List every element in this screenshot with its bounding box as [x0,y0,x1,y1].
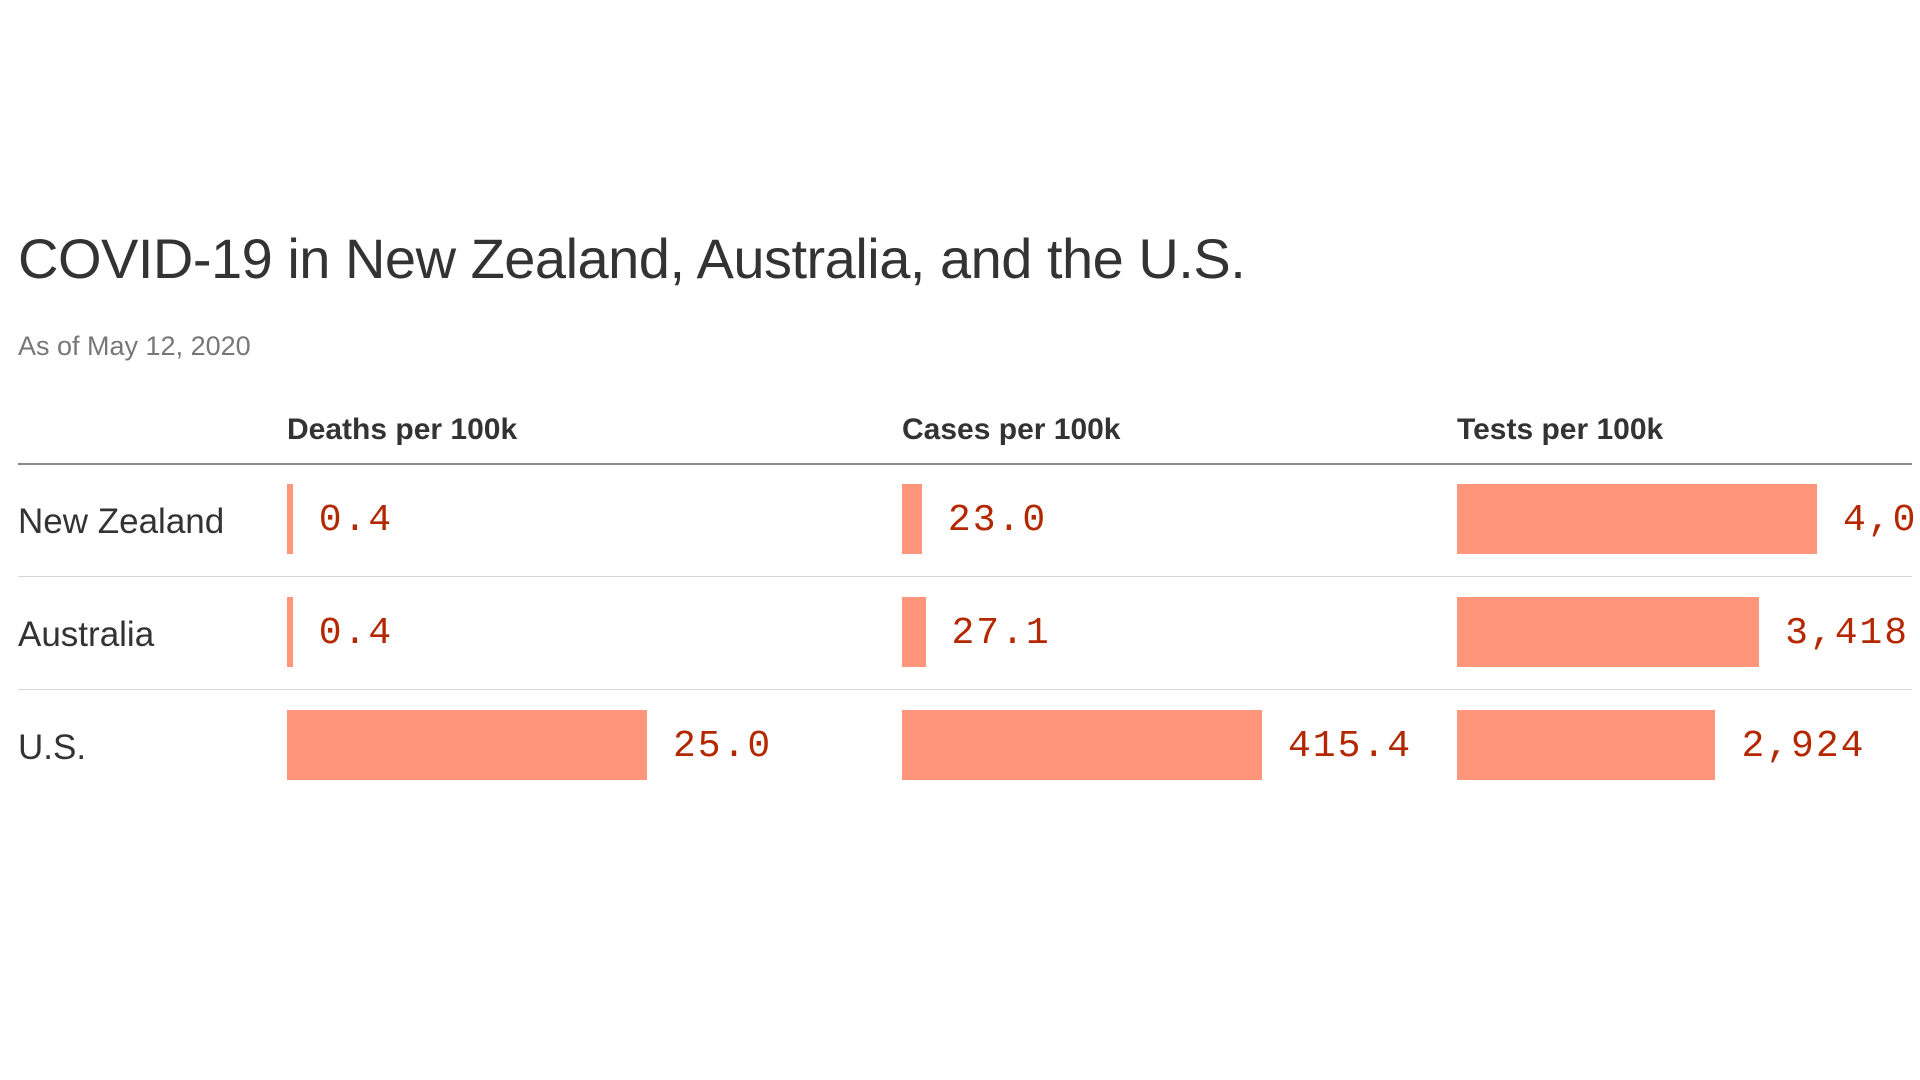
bar [902,710,1262,780]
column-header: Deaths per 100k [287,413,518,446]
data-label: 0.4 [318,499,394,542]
header-rule [18,463,1912,465]
data-label: 23.0 [947,499,1048,542]
bar [1457,597,1760,667]
data-label: 2,924 [1741,725,1866,768]
row-label: New Zealand [18,501,225,541]
bar [902,484,922,554]
column-header: Tests per 100k [1457,413,1664,446]
row-divider [18,576,1912,577]
data-label: 25.0 [673,725,773,768]
row-label: U.S. [18,727,87,767]
bar [902,597,926,667]
bar [287,710,647,780]
bar [1457,484,1817,554]
data-label: 3,418 [1785,612,1910,655]
bar [1457,710,1716,780]
row-label: Australia [18,614,155,654]
data-label: 0.4 [318,612,394,655]
data-label: 4,073 [1843,499,1920,542]
column-header: Cases per 100k [902,413,1121,446]
data-label: 415.4 [1288,725,1413,768]
bar [287,484,293,554]
data-label: 27.1 [951,612,1051,655]
row-divider [18,689,1912,690]
chart-subtitle: As of May 12, 2020 [18,331,251,361]
chart-title: COVID-19 in New Zealand, Australia, and … [18,227,1246,290]
bar [287,597,293,667]
